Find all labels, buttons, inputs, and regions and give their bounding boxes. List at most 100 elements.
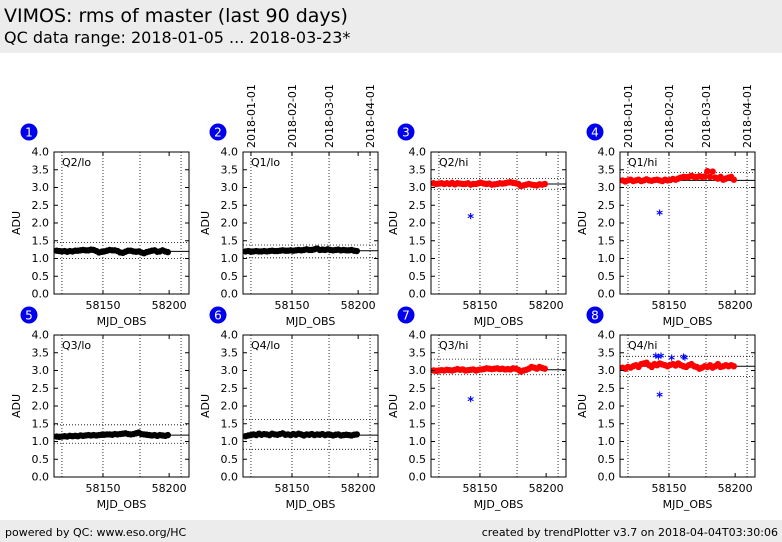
- panel-number: 7: [402, 309, 410, 323]
- plot-frame: [619, 151, 756, 295]
- outlier-point: *: [658, 352, 665, 367]
- panel-number-badge: [209, 306, 227, 324]
- y-tick-label: 3.0: [32, 181, 50, 194]
- plot-frame: [53, 334, 190, 478]
- chart-panel-2: 0.0 0.5 1.0 1.5 2.0 2.5 3.0 3.5 4.0 58150 58200 MJD…: [199, 84, 379, 328]
- panel-number-badge: [397, 306, 415, 324]
- y-tick-label: 1.0: [221, 252, 239, 265]
- data-point: [541, 180, 549, 188]
- footer-bar: powered by QC: www.eso.org/HC created by…: [0, 520, 782, 542]
- y-tick-label: 1.5: [598, 417, 616, 430]
- y-tick-label: 0.0: [409, 471, 427, 484]
- date-tick-label: 2018-04-01: [741, 84, 754, 148]
- chart-panel-6: 0.0 0.5 1.0 1.5 2.0 2.5 3.0 3.5 4.0 58150 58200 MJD…: [199, 306, 379, 511]
- y-tick-label: 0.0: [598, 288, 616, 301]
- x-tick-label: 58150: [651, 299, 686, 312]
- y-tick-label: 2.0: [598, 400, 616, 413]
- panel-label: Q4/hi: [628, 339, 657, 352]
- y-tick-label: 0.5: [32, 453, 50, 466]
- panel-number: 5: [25, 309, 33, 323]
- data-point: [164, 248, 172, 256]
- y-tick-label: 1.0: [409, 435, 427, 448]
- panel-label: Q2/hi: [439, 156, 468, 169]
- y-tick-label: 4.0: [32, 146, 50, 159]
- y-tick-label: 2.0: [32, 217, 50, 230]
- x-tick-label: 58200: [341, 299, 376, 312]
- panel-number: 2: [214, 126, 222, 140]
- y-tick-label: 0.5: [409, 453, 427, 466]
- y-tick-label: 0.5: [221, 270, 239, 283]
- outlier-point: *: [681, 353, 688, 368]
- x-tick-label: 58200: [341, 482, 376, 495]
- y-axis-label: ADU: [387, 211, 400, 235]
- x-tick-label: 58150: [462, 482, 497, 495]
- y-tick-label: 2.5: [598, 382, 616, 395]
- outlier-point: *: [680, 353, 687, 368]
- panel-number-badge: [20, 306, 38, 324]
- x-tick-label: 58200: [152, 299, 187, 312]
- outlier-point: *: [467, 212, 474, 227]
- chart-panel-7: * 0.0 0.5 1.0 1.5 2.0 2.5 3.0 3.5 4.0 58150 58200 MJ…: [387, 306, 567, 511]
- y-tick-label: 1.5: [221, 417, 239, 430]
- y-axis-label: ADU: [576, 394, 589, 418]
- y-axis-label: ADU: [199, 211, 212, 235]
- x-tick-label: 58150: [651, 482, 686, 495]
- panel-number-badge: [20, 123, 38, 141]
- x-tick-label: 58150: [274, 482, 309, 495]
- plot-frame: [53, 151, 190, 295]
- panel-number-badge: [209, 123, 227, 141]
- data-point: [701, 173, 708, 180]
- x-axis-label: MJD_OBS: [97, 498, 147, 511]
- y-tick-label: 0.0: [221, 288, 239, 301]
- y-tick-label: 1.0: [598, 435, 616, 448]
- y-tick-label: 3.0: [221, 364, 239, 377]
- data-point: [709, 168, 716, 175]
- x-tick-label: 58150: [85, 299, 120, 312]
- y-tick-label: 4.0: [221, 329, 239, 342]
- footer-generator: created by trendPlotter v3.7 on 2018-04-…: [481, 526, 778, 539]
- y-tick-label: 4.0: [409, 146, 427, 159]
- y-tick-label: 3.0: [221, 181, 239, 194]
- x-axis-label: MJD_OBS: [286, 498, 336, 511]
- y-tick-label: 0.5: [598, 453, 616, 466]
- panel-label: Q3/lo: [62, 339, 91, 352]
- y-axis-label: ADU: [387, 394, 400, 418]
- data-point: [730, 363, 738, 370]
- y-tick-label: 3.5: [598, 163, 616, 176]
- y-tick-label: 3.5: [32, 346, 50, 359]
- y-tick-label: 0.5: [32, 270, 50, 283]
- date-tick-label: 2018-01-01: [622, 84, 635, 148]
- panel-label: Q3/hi: [439, 339, 468, 352]
- panel-number: 1: [25, 126, 33, 140]
- plot-frame: [242, 334, 379, 478]
- y-axis-label: ADU: [10, 394, 23, 418]
- x-tick-label: 58200: [529, 299, 564, 312]
- page-subtitle: QC data range: 2018-01-05 ... 2018-03-23…: [4, 28, 351, 47]
- y-axis-label: ADU: [10, 211, 23, 235]
- y-axis-label: ADU: [199, 394, 212, 418]
- page-title: VIMOS: rms of master (last 90 days): [4, 5, 348, 27]
- panel-label: Q1/lo: [251, 156, 280, 169]
- y-tick-label: 2.5: [32, 382, 50, 395]
- date-tick-label: 2018-04-01: [364, 84, 377, 148]
- y-tick-label: 3.0: [32, 364, 50, 377]
- date-tick-label: 2018-03-01: [700, 84, 713, 148]
- x-tick-label: 58200: [718, 299, 753, 312]
- y-tick-label: 4.0: [598, 146, 616, 159]
- panel-number-badge: [586, 306, 604, 324]
- panel-number-badge: [586, 123, 604, 141]
- data-point: [164, 431, 172, 439]
- y-tick-label: 3.5: [221, 346, 239, 359]
- outlier-point: *: [656, 391, 663, 406]
- outlier-point: *: [652, 352, 659, 367]
- y-tick-label: 2.5: [32, 199, 50, 212]
- x-axis-label: MJD_OBS: [97, 315, 147, 328]
- date-tick-label: 2018-02-01: [663, 84, 676, 148]
- y-tick-label: 1.0: [32, 252, 50, 265]
- y-tick-label: 3.0: [598, 364, 616, 377]
- outlier-point: *: [656, 209, 663, 224]
- y-tick-label: 0.0: [32, 471, 50, 484]
- chart-panel-1: 0.0 0.5 1.0 1.5 2.0 2.5 3.0 3.5 4.0 58150 58200 MJD…: [10, 123, 190, 328]
